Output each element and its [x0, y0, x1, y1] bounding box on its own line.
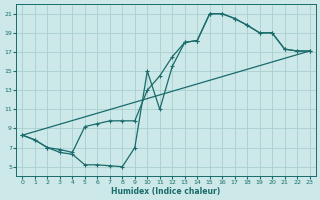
X-axis label: Humidex (Indice chaleur): Humidex (Indice chaleur)	[111, 187, 221, 196]
